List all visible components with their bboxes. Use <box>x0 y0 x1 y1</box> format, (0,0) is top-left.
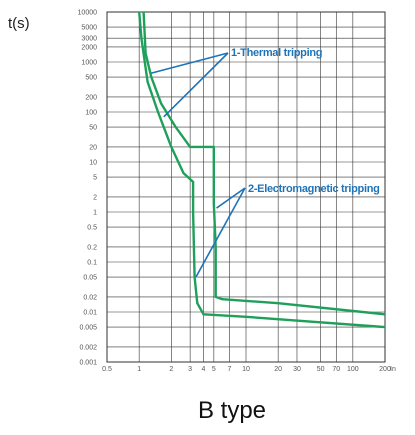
x-tick-label: 2 <box>169 366 173 373</box>
x-tick-label: 7 <box>227 366 231 373</box>
y-tick-label: 50 <box>89 125 97 132</box>
y-tick-label: 0.005 <box>79 325 97 332</box>
x-tick-label: 4 <box>202 366 206 373</box>
x-tick-label: 0.5 <box>102 366 112 373</box>
y-tick-label: 20 <box>89 144 97 151</box>
x-tick-label: 50 <box>317 366 325 373</box>
x-tick-label: 10 <box>242 366 250 373</box>
x-tick-label: 5 <box>212 366 216 373</box>
y-tick-label: 2 <box>93 194 97 201</box>
annotation-pointer <box>216 187 246 209</box>
x-tick-label: 1 <box>137 366 141 373</box>
y-tick-label: 10 <box>89 160 97 167</box>
x-tick-label: 70 <box>332 366 340 373</box>
y-tick-label: 0.2 <box>87 244 97 251</box>
y-tick-label: 0.002 <box>79 344 97 351</box>
y-axis-label: t(s) <box>8 15 30 32</box>
y-tick-label: 0.05 <box>83 275 97 282</box>
y-tick-label: 10000 <box>78 10 98 17</box>
y-tick-label: 0.01 <box>83 310 97 317</box>
y-tick-label: 5000 <box>81 25 97 32</box>
annotation-pointer <box>151 52 229 74</box>
x-tick-labels: 0.5 1 2 3 4 5 7 10 20 30 50 70 100 200 <box>102 366 391 373</box>
series-layer <box>138 11 386 329</box>
y-tick-label: 500 <box>85 75 97 82</box>
x-tick-label: 3 <box>188 366 192 373</box>
y-tick-label: 5 <box>93 175 97 182</box>
x-tick-label: 30 <box>293 366 301 373</box>
y-tick-label: 100 <box>85 110 97 117</box>
trip-curve-line <box>138 11 386 329</box>
annotation-label: 1-Thermal tripping <box>231 47 322 59</box>
y-tick-label: 0.5 <box>87 225 97 232</box>
grid-layer <box>106 11 386 363</box>
y-tick-label: 0.001 <box>79 360 97 367</box>
y-tick-label: 1 <box>93 210 97 217</box>
y-tick-label: 1000 <box>81 60 97 67</box>
annotation-label: 2-Electromagnetic tripping <box>248 183 380 195</box>
y-tick-label: 2000 <box>81 44 97 51</box>
annotation-layer: 1-Thermal tripping 2-Electromagnetic trip… <box>151 47 380 278</box>
annotation-pointer <box>163 52 229 118</box>
y-tick-label: 0.1 <box>87 260 97 267</box>
y-tick-label: 0.02 <box>83 294 97 301</box>
y-tick-label: 200 <box>85 94 97 101</box>
annotation-pointer <box>195 187 246 278</box>
chart-title: B type <box>198 397 266 424</box>
x-tick-label: 100 <box>347 366 359 373</box>
x-tick-label: 200 <box>379 366 391 373</box>
trip-curve-line <box>142 11 386 316</box>
y-tick-label: 3000 <box>81 36 97 43</box>
x-tick-label: 20 <box>274 366 282 373</box>
x-unit-label: In <box>390 366 396 373</box>
